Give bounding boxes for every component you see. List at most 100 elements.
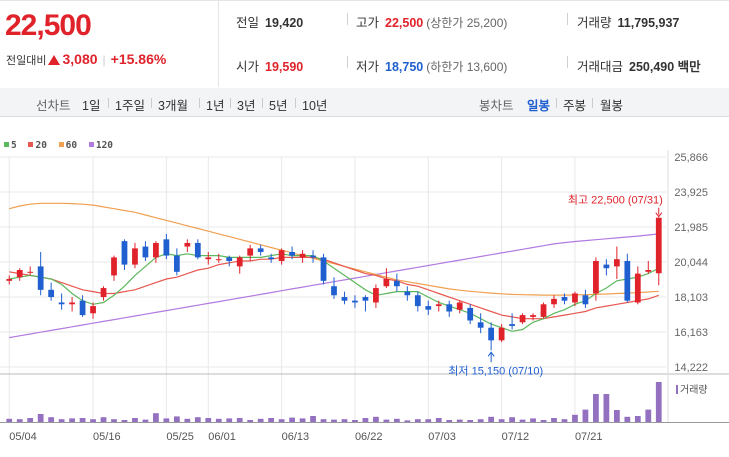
volume-bar	[257, 418, 264, 422]
volume-bar	[184, 418, 191, 422]
candle	[331, 286, 337, 296]
volume-bar	[205, 418, 212, 422]
y-tick-label: 16,163	[674, 327, 708, 339]
info-amount: 거래대금 250,490 백만	[577, 56, 701, 75]
tab-3months[interactable]: 3개월	[158, 99, 188, 113]
info-high-label: 고가	[356, 16, 380, 30]
y-tick-label: 21,985	[674, 222, 708, 234]
ma-legend: 5 20 60 120	[4, 140, 119, 151]
divider	[347, 56, 348, 68]
tab-monthly[interactable]: 월봉	[600, 99, 624, 113]
divider	[295, 98, 296, 108]
divider	[199, 98, 200, 108]
volume-bar	[6, 418, 13, 422]
candle	[58, 302, 65, 305]
tab-10years[interactable]: 10년	[302, 99, 328, 113]
legend-swatch	[58, 142, 64, 147]
volume-bar	[456, 419, 463, 422]
volume-bar	[551, 418, 557, 422]
volume-bar	[226, 418, 233, 422]
candle	[425, 306, 432, 310]
info-open-value: 19,590	[265, 60, 304, 74]
volume-bar	[16, 419, 23, 422]
divider	[567, 56, 568, 68]
candle	[142, 246, 149, 258]
x-tick-label: 07/21	[575, 431, 603, 443]
high-annotation: 최고 22,500 (07/31)	[568, 194, 663, 207]
volume-label: 거래량	[680, 384, 708, 396]
volume-bar	[634, 416, 641, 422]
tab-1week[interactable]: 1주일	[115, 99, 145, 113]
candle	[236, 257, 243, 267]
volume-bar	[603, 394, 610, 422]
legend-label: 60	[65, 140, 78, 151]
volume-bar	[236, 418, 243, 422]
legend-label: 5	[11, 140, 17, 151]
volume-bar	[100, 417, 107, 422]
x-tick-label: 07/03	[428, 431, 456, 443]
change-label: 전일대비	[6, 55, 47, 67]
candle	[163, 239, 170, 256]
candle	[90, 306, 96, 314]
candle	[655, 217, 662, 274]
volume-bar	[79, 418, 86, 422]
volume-bar	[153, 413, 159, 422]
volume-bar	[352, 420, 358, 422]
candle	[194, 242, 201, 258]
volume-bar	[247, 420, 254, 422]
tab-5years[interactable]: 5년	[269, 99, 288, 113]
volume-bar	[582, 409, 589, 422]
volume-bar	[613, 410, 620, 422]
x-tick-label: 06/13	[282, 431, 310, 443]
tab-1year[interactable]: 1년	[206, 99, 225, 113]
divider	[347, 13, 348, 25]
candle	[153, 242, 159, 258]
x-tick-label: 05/04	[9, 431, 37, 443]
candle	[446, 304, 453, 312]
info-open: 시가 19,590	[236, 56, 303, 75]
tab-daily[interactable]: 일봉	[527, 99, 551, 113]
volume-bar	[373, 416, 379, 422]
info-prev-label: 전일	[236, 16, 260, 30]
low-annotation: 최저 15,150 (07/10)	[448, 364, 543, 377]
legend-swatch	[28, 142, 34, 147]
volume-bar	[163, 418, 170, 422]
candle	[624, 260, 631, 301]
candle	[634, 273, 641, 303]
volume-bar	[655, 382, 662, 422]
info-amount-label: 거래대금	[577, 60, 624, 74]
candle	[341, 297, 348, 301]
tab-candle-chart-head[interactable]: 봉차트	[479, 99, 514, 113]
info-volume: 거래량 11,795,937	[577, 12, 679, 31]
tab-weekly[interactable]: 주봉	[563, 99, 587, 113]
volume-bar	[435, 418, 442, 422]
candle	[226, 257, 233, 261]
volume-bar	[27, 418, 34, 422]
volume-bar	[111, 419, 117, 422]
candle	[582, 295, 589, 305]
candle	[488, 327, 495, 341]
low-arrow-head	[487, 351, 495, 357]
candle	[561, 297, 568, 301]
info-amount-value: 250,490 백만	[629, 60, 701, 74]
tab-1day[interactable]: 1일	[82, 99, 101, 113]
tab-3years[interactable]: 3년	[237, 99, 256, 113]
volume-bar	[467, 420, 474, 422]
candle	[509, 324, 515, 326]
change-amount: 3,080	[62, 51, 98, 67]
candle	[121, 241, 128, 265]
legend-item-ma120: 120	[88, 140, 113, 151]
volume-bar	[624, 416, 631, 422]
tab-line-chart-head[interactable]: 선차트	[36, 99, 71, 113]
volume-bar	[121, 420, 128, 422]
candle	[603, 264, 610, 269]
candle	[519, 315, 526, 323]
current-price-box: 22,500 전일대비 3,080 | +15.86%	[0, 1, 219, 87]
divider	[592, 98, 593, 108]
volume-legend-swatch	[676, 385, 678, 394]
candle	[16, 270, 23, 278]
volume-bar	[446, 420, 453, 422]
x-tick-label: 06/22	[355, 431, 383, 443]
y-tick-label: 18,103	[674, 292, 708, 304]
